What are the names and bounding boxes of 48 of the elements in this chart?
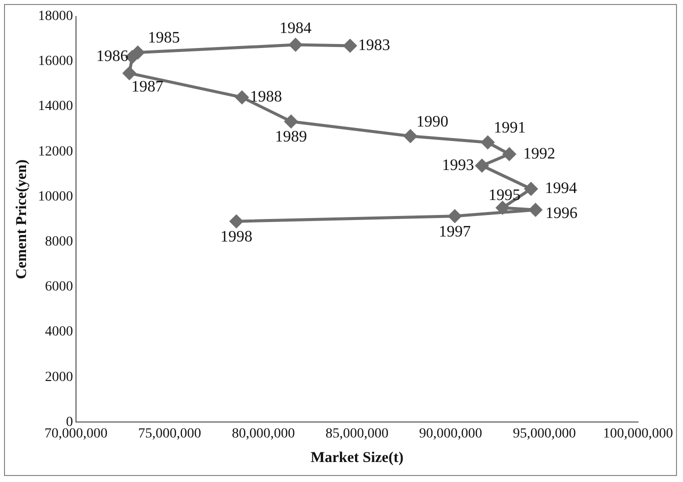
point (230, 214, 243, 228)
x-tick-label: 95,000,000 (512, 426, 576, 442)
point (235, 90, 248, 104)
point (284, 114, 298, 128)
annotation: 1988 (250, 88, 282, 106)
annotation: 1991 (494, 120, 526, 137)
annotation: 1990 (416, 113, 448, 130)
point (529, 203, 542, 216)
y-tick-label: 12000 (38, 144, 73, 160)
annotation: 1995 (488, 187, 521, 204)
annotation: 1984 (280, 20, 312, 38)
annotation: 1986 (96, 48, 128, 66)
annotation: 1994 (545, 180, 578, 198)
y-tick-label: 10000 (38, 189, 73, 204)
point (404, 130, 417, 143)
annotation: 1998 (220, 228, 252, 246)
y-tick-label: 4000 (45, 324, 73, 340)
point (448, 210, 462, 223)
x-tick-label: 75,000,000 (138, 426, 202, 442)
y-tick-label: 14000 (38, 99, 73, 114)
y-tick-label: 2000 (45, 370, 73, 385)
annotation: 1985 (148, 30, 180, 47)
y-axis-title: Cement Price(yen) (14, 160, 30, 280)
annotation: 1989 (275, 128, 308, 146)
annotation: 1997 (438, 223, 471, 240)
x-tick-label: 80,000,000 (232, 426, 295, 442)
annotation: 1983 (358, 36, 390, 54)
point (502, 148, 516, 161)
point (496, 201, 510, 214)
point (481, 136, 494, 149)
annotation: 1996 (546, 205, 578, 222)
annotation: 1992 (523, 145, 556, 162)
point (475, 159, 488, 172)
point (289, 38, 302, 52)
x-tick-label: 90,000,000 (419, 426, 482, 442)
annotation: 1987 (131, 78, 164, 96)
point (344, 39, 357, 52)
x-axis-title: Market Size(t) (310, 450, 404, 466)
y-tick-label: 6000 (45, 280, 73, 295)
point (524, 182, 538, 196)
y-tick-label: 8000 (45, 234, 73, 250)
y-tick-label: 18000 (38, 9, 73, 24)
y-tick-label: 16000 (38, 54, 73, 70)
x-tick-label: 85,000,000 (326, 426, 388, 442)
x-tick-label: 100,000,000 (603, 426, 673, 442)
annotation: 1993 (442, 156, 474, 174)
x-tick-label: 70,000,000 (44, 426, 108, 442)
point (122, 66, 136, 80)
